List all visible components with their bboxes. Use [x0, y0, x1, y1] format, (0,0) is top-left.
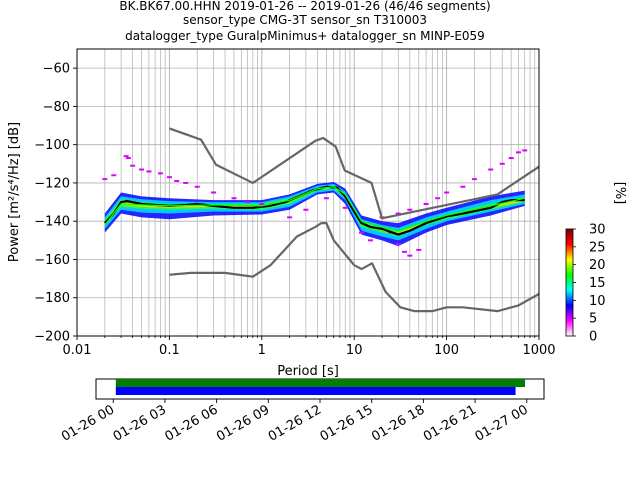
outlier-point	[125, 157, 131, 160]
outlier-point	[367, 239, 373, 242]
outlier-point	[111, 174, 117, 177]
outlier-point	[183, 181, 189, 184]
series-lines	[104, 127, 540, 313]
timeline-tick-label: 01-26 09	[214, 402, 272, 444]
timeline-bar	[115, 379, 526, 387]
outlier-point	[435, 197, 441, 200]
outlier-point	[395, 243, 401, 246]
series-nlnm-line	[169, 127, 540, 220]
outlier-point	[359, 231, 365, 234]
colorbar-tick-label: 0	[589, 330, 597, 345]
y-ticks: −60 −80 −100 −120 −140 −160 −180 −200	[34, 62, 77, 345]
outlier-point	[488, 168, 494, 171]
timeline-tick-label: 01-26 12	[266, 402, 324, 444]
outlier-point	[460, 185, 466, 188]
outlier-point	[157, 172, 163, 175]
timeline-bar	[115, 387, 516, 395]
timeline-tick-label: 01-26 03	[111, 402, 169, 444]
colorbar-tick-label: 5	[589, 312, 597, 327]
colorbar-ticks: 0 5 10 15 20 25 30	[573, 223, 606, 345]
outlier-point	[231, 197, 237, 200]
outlier-point	[423, 202, 429, 205]
y-tick-label: −120	[34, 176, 70, 191]
x-axis-label: Period [s]	[277, 364, 339, 379]
outlier-point	[471, 178, 477, 181]
chart-title: BK.BK67.00.HHN 2019-01-26 -- 2019-01-26 …	[119, 0, 490, 43]
outlier-point	[323, 197, 329, 200]
x-tick-label: 0.1	[159, 343, 180, 358]
plot-area: 0.01 0.1 1 10 100 1000 −60 −80 −100 −120 −140 −160…	[7, 48, 556, 379]
outlier-point	[123, 155, 129, 158]
timeline-tick-label: 01-26 00	[59, 402, 117, 444]
y-tick-label: −100	[34, 138, 70, 153]
y-tick-label: −180	[34, 291, 70, 306]
timeline-tick-label: 01-26 18	[369, 402, 427, 444]
outlier-point	[407, 208, 413, 211]
series-mean-line	[104, 186, 525, 232]
outlier-point	[146, 170, 152, 173]
x-tick-label: 0.01	[63, 343, 92, 358]
x-ticks: 0.01 0.1 1 10 100 1000	[63, 336, 556, 358]
plot-frame	[76, 48, 540, 337]
title-line-1: BK.BK67.00.HHN 2019-01-26 -- 2019-01-26 …	[119, 0, 490, 13]
outlier-point	[130, 164, 136, 167]
timeline-tick-label: 01-26 15	[318, 402, 376, 444]
outlier-point	[259, 202, 265, 205]
outlier-point	[416, 248, 422, 251]
colorbar-tick-label: 10	[589, 294, 606, 309]
outlier-point	[303, 208, 309, 211]
colorbar-label: [%]	[612, 182, 627, 205]
outlier-points	[102, 149, 528, 257]
title-line-2: sensor_type CMG-3T sensor_sn T310003	[183, 13, 427, 27]
outlier-point	[210, 191, 216, 194]
x-tick-label: 10	[346, 343, 363, 358]
colorbar: 0 5 10 15 20 25 30 [%]	[565, 182, 627, 345]
series-nhnm-line	[169, 222, 540, 313]
outlier-point	[174, 180, 180, 183]
outlier-point	[522, 149, 528, 152]
outlier-point	[194, 185, 200, 188]
outlier-point	[102, 178, 108, 181]
y-tick-label: −200	[34, 330, 70, 345]
outlier-point	[287, 216, 293, 219]
title-line-3: datalogger_type GuralpMinimus+ datalogge…	[125, 29, 485, 43]
outlier-point	[139, 168, 145, 171]
x-tick-label: 1	[258, 343, 266, 358]
outlier-point	[407, 254, 413, 257]
outlier-point	[444, 191, 450, 194]
outlier-point	[244, 201, 250, 204]
outlier-point	[508, 157, 514, 160]
outlier-point	[401, 250, 407, 253]
colorbar-gradient	[565, 228, 574, 337]
outlier-point	[499, 162, 505, 165]
y-tick-label: −140	[34, 215, 70, 230]
outlier-point	[342, 206, 348, 209]
y-tick-label: −60	[43, 62, 70, 77]
y-tick-label: −160	[34, 253, 70, 268]
colorbar-tick-label: 20	[589, 258, 606, 273]
outlier-point	[166, 176, 172, 179]
timeline-tick-label: 01-26 21	[421, 402, 479, 444]
x-tick-label: 100	[434, 343, 459, 358]
colorbar-tick-label: 30	[589, 223, 606, 238]
y-tick-label: −80	[43, 100, 70, 115]
timeline-tick-label: 01-26 06	[162, 402, 220, 444]
colorbar-tick-label: 15	[589, 276, 606, 291]
colorbar-tick-label: 25	[589, 240, 606, 255]
timeline-tick-label: 01-27 00	[473, 402, 531, 444]
timeline-bars	[115, 379, 526, 395]
outlier-point	[516, 151, 522, 154]
y-axis-label: Power [m²/s⁴/Hz] [dB]	[7, 122, 22, 262]
x-tick-label: 1000	[522, 343, 555, 358]
outlier-point	[395, 212, 401, 215]
